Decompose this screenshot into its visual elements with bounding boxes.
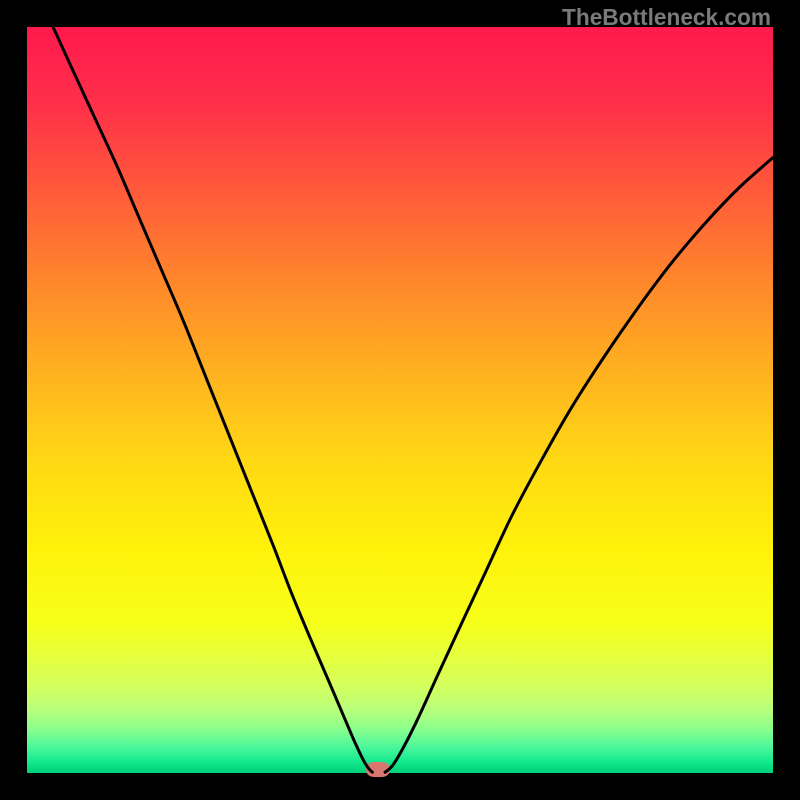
chart-container: TheBottleneck.com [0, 0, 800, 800]
optimum-marker [366, 762, 390, 777]
gradient-plot-area [27, 27, 773, 773]
watermark-text: TheBottleneck.com [562, 4, 771, 31]
